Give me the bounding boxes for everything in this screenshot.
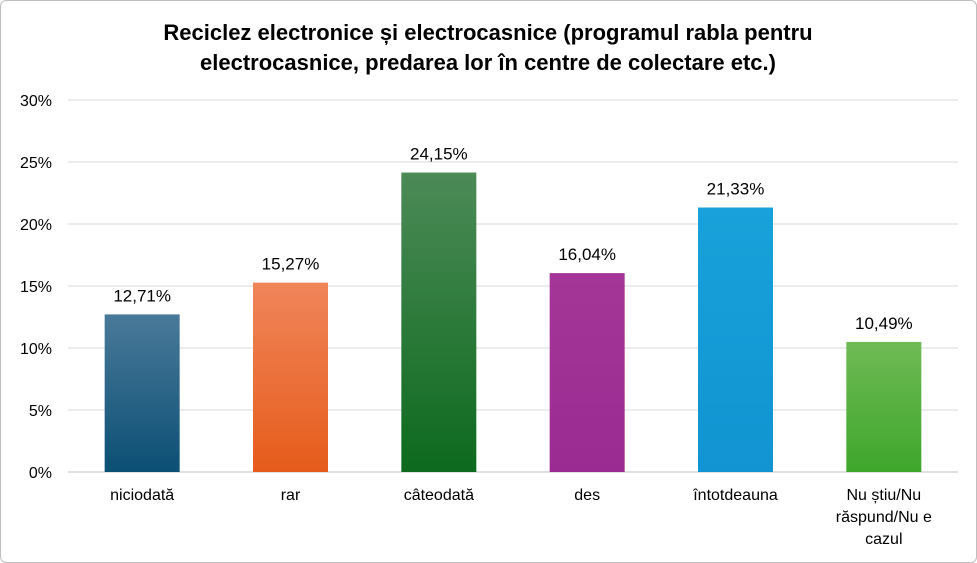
- x-category-label: des: [574, 487, 600, 504]
- x-category-label: câteodată: [404, 487, 474, 504]
- bar-4: [698, 207, 773, 472]
- x-category-label: rar: [281, 487, 301, 504]
- y-tick-label: 15%: [20, 279, 52, 296]
- bar-1: [253, 282, 328, 472]
- bar-3: [549, 273, 625, 472]
- x-category-label: răspund/Nu e: [836, 509, 932, 526]
- y-tick-label: 25%: [20, 155, 52, 172]
- data-label-2: 24,15%: [410, 145, 468, 164]
- gridlines: [68, 99, 958, 473]
- chart-title-line-2: electrocasnice, predarea lor în centre d…: [200, 50, 776, 75]
- bars: [104, 172, 922, 473]
- data-label-3: 16,04%: [558, 245, 616, 264]
- chart-title-line-1: Reciclez electronice și electrocasnice (…: [163, 20, 812, 45]
- y-tick-label: 10%: [20, 341, 52, 358]
- data-label-5: 10,49%: [855, 314, 913, 333]
- data-label-4: 21,33%: [707, 180, 765, 199]
- data-label-1: 15,27%: [262, 255, 320, 274]
- bar-0: [104, 314, 180, 472]
- x-category-label: niciodată: [110, 487, 174, 504]
- bar-5: [846, 341, 922, 472]
- y-tick-label: 0%: [29, 465, 52, 482]
- y-tick-label: 5%: [29, 403, 52, 420]
- x-category-label: cazul: [865, 531, 902, 548]
- y-tick-label: 30%: [20, 93, 52, 110]
- x-category-label: întotdeauna: [692, 487, 778, 504]
- bar-2: [401, 172, 477, 473]
- x-category-label: Nu știu/Nu: [846, 487, 921, 504]
- data-label-0: 12,71%: [113, 286, 171, 305]
- y-tick-label: 20%: [20, 217, 52, 234]
- data-labels: 12,71% 15,27% 24,15% 16,04% 21,33% 10,49%: [113, 145, 912, 333]
- x-axis-categories: niciodată rar câteodată des întotdeauna Nu șt…: [110, 487, 932, 548]
- y-axis-ticks: 0% 5% 10% 15% 20% 25% 30%: [20, 93, 52, 482]
